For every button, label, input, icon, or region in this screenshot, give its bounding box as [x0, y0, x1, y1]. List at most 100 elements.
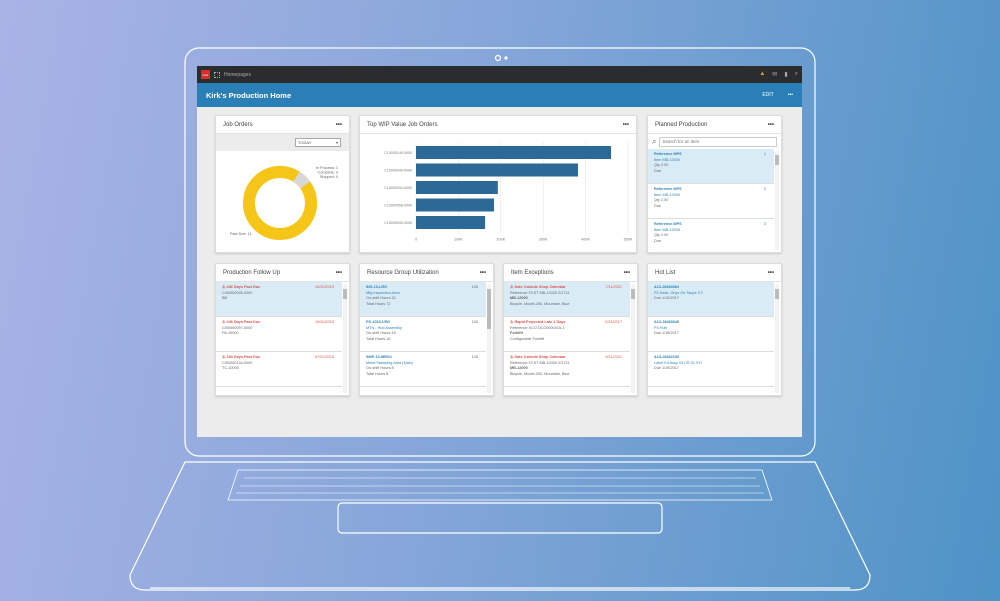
x-tick-label: 400K: [581, 238, 590, 242]
hot-list-card: Hot List ••• A13-J8463062 P3 Desk, Onyx Ge…: [647, 263, 782, 396]
period-value: TODAY: [298, 140, 312, 145]
item-ref: Reference MPS: [654, 152, 682, 156]
x-tick-label: 100K: [454, 238, 463, 242]
item-qty: Qty 2.00: [654, 198, 669, 202]
app-screen: infor Homepages ▲ ✉ ▮ ⌕ Kirk's Productio…: [197, 66, 802, 437]
category-label: CL0000149-0000: [384, 151, 412, 155]
alert-icon[interactable]: ▲: [759, 71, 766, 77]
legend-stopped: Stopped: 0: [320, 175, 338, 179]
item-item: Item MB-12000: [654, 227, 680, 232]
item-ref: Reference XCO DCO0000415-1: [510, 325, 565, 330]
app-menu-icon[interactable]: [214, 71, 220, 78]
wip-bar-chart: 0 100K 200K 300K 400K 500K CL0000149-0000 CL000…: [384, 142, 633, 242]
item-desc: P3 Desk, Onyx Ge Taupe CY: [654, 290, 704, 295]
item-due: Due 1/19/2017: [654, 366, 679, 370]
scrollbar[interactable]: [631, 285, 635, 393]
top-bar: infor Homepages ▲ ✉ ▮ ⌕: [197, 66, 802, 83]
more-button[interactable]: •••: [787, 92, 793, 98]
list-item[interactable]: A13-J8463040 P3 Hutt Due 1/18/2017: [648, 317, 774, 352]
item-job: CI00000095-0000: [222, 290, 253, 295]
item-name: MTN - Hub Assembly: [366, 325, 402, 330]
x-tick-label: 300K: [539, 238, 548, 242]
list-item[interactable]: ⚠ Rapid Projected Late 1 Days 2/24/2017 Re…: [504, 317, 630, 352]
item-code: A13-J8462100: [654, 355, 680, 359]
item-total: Total Hours 8: [366, 371, 389, 376]
card-menu-button[interactable]: •••: [479, 269, 486, 276]
list-item[interactable]: ⚠ 446 Days Past Due 10/30/2015 CI00000095-…: [216, 282, 342, 317]
item-date: 10/30/2015: [314, 285, 334, 289]
item-due: Due: [654, 238, 661, 243]
context-label: Homepages: [224, 71, 251, 78]
card-title: Hot List: [655, 269, 676, 276]
list-item[interactable]: PS-1010-LRG 100 MTN - Hub Assembly On-shift…: [360, 317, 486, 352]
item-num: 2: [763, 187, 766, 191]
item-ref: Reference MPS: [654, 222, 682, 226]
item-pct: 100: [471, 320, 478, 324]
planned-production-card: Planned Production ••• ⌕ Reference MPS 1 It…: [647, 115, 782, 253]
card-title: Production Follow Up: [223, 269, 281, 276]
period-dropdown[interactable]: TODAY ▾: [295, 138, 341, 147]
card-menu-button[interactable]: •••: [335, 121, 342, 128]
item-qty: Qty 2.00: [654, 163, 669, 167]
list-item[interactable]: ⚠ 446 Days Past Due 10/30/2015 CI00000097-…: [216, 317, 342, 352]
search-icon[interactable]: ⌕: [794, 71, 798, 77]
item-pct: 100: [471, 285, 478, 289]
card-menu-button[interactable]: •••: [623, 269, 630, 276]
item-code: SMP-10-MRG1: [366, 355, 392, 359]
list-item[interactable]: INS-10-LRG 100 Mfg Inspection Area On-shift…: [360, 282, 486, 317]
scrollbar[interactable]: [343, 285, 347, 393]
item-type: ⚠ Date Outside Shop Calendar: [510, 285, 566, 289]
list-item[interactable]: A13-J8463062 P3 Desk, Onyx Ge Taupe CY Due…: [648, 282, 774, 317]
list-item[interactable]: Reference MPS 3 Item MB-12000 Qty 2.00 Due: [648, 219, 774, 252]
bookmark-icon[interactable]: ▮: [784, 72, 788, 78]
item-days: ⚠ 446 Days Past Due: [222, 320, 261, 324]
list-item[interactable]: Reference MPS 2 Item MB-12000 Qty 2.00 Due: [648, 184, 774, 219]
item-search-input[interactable]: [659, 136, 777, 147]
item-date: 07/22/2016: [314, 355, 334, 359]
item-item: TC-10000: [222, 366, 239, 370]
scrollbar[interactable]: [775, 151, 779, 250]
category-label: CL0000049-0000: [384, 168, 412, 172]
wip-chart-card: Top WIP Value Job Orders ••• 0 100K 200K 300…: [359, 115, 637, 253]
item-due: Due 1/19/2017: [654, 296, 679, 300]
item-exceptions-card: Item Exceptions ••• ⚠ Date Outside Shop C…: [503, 263, 638, 396]
item-desc: Label Kit Assy 03 CR 51 SYI: [654, 360, 703, 365]
past-due-slice: [243, 166, 317, 240]
list-item[interactable]: A13-J8462100 Label Kit Assy 03 CR 51 SYI D…: [648, 352, 774, 387]
item-type: ⚠ Rapid Projected Late 1 Days: [510, 320, 566, 324]
x-tick-label: 200K: [496, 238, 505, 242]
list-item[interactable]: ⚠ Date Outside Shop Calendar 7/11/2021 Ref…: [504, 282, 630, 317]
x-tick-label: 500K: [624, 238, 633, 242]
scrollbar[interactable]: [487, 285, 491, 393]
edit-button[interactable]: EDIT: [762, 92, 774, 98]
list-item[interactable]: ⚠ Date Outside Shop Calendar 9/11/2021 Ref…: [504, 352, 630, 387]
page-header: Kirk's Production Home EDIT •••: [197, 83, 802, 107]
bar: [416, 181, 498, 194]
search-icon: ⌕: [652, 136, 657, 146]
list-item[interactable]: Reference MPS 1 Item MB-12000 Qty 2.00 Due: [648, 149, 774, 184]
item-item: BB: [222, 296, 228, 300]
card-menu-button[interactable]: •••: [335, 269, 342, 276]
item-code: A13-J8463062: [654, 285, 680, 289]
card-menu-button[interactable]: •••: [767, 269, 774, 276]
item-item: MB-12000: [510, 296, 528, 300]
item-due: Due: [654, 168, 661, 173]
card-menu-button[interactable]: •••: [622, 121, 629, 128]
item-pct: 140: [471, 355, 478, 359]
card-menu-button[interactable]: •••: [767, 121, 774, 128]
scrollbar[interactable]: [775, 285, 779, 393]
item-total: Total Hours 72: [366, 301, 391, 306]
item-days: ⚠ 446 Days Past Due: [222, 285, 261, 289]
item-item: Item MB-12000: [654, 192, 680, 197]
resource-group-card: Resource Group Utilization ••• INS-10-LRG…: [359, 263, 494, 396]
item-desc: Bicycle, Model-200, Mountain, Blue: [510, 371, 570, 376]
item-item: MB-12000: [510, 366, 528, 370]
list-item[interactable]: ⚠ 183 Days Past Due 07/22/2016 CI00000134-…: [216, 352, 342, 387]
mail-icon[interactable]: ✉: [772, 72, 778, 78]
item-onshift: On-shift Hours 8: [366, 366, 394, 370]
item-ref: Reference MPS: [654, 187, 682, 191]
item-date: 10/30/2015: [314, 320, 334, 324]
category-label: CL0000044-0000: [384, 186, 412, 190]
list-item[interactable]: SMP-10-MRG1 140 Metal Stamping Area (Main)…: [360, 352, 486, 387]
production-follow-up-card: Production Follow Up ••• ⚠ 446 Days Past …: [215, 263, 350, 396]
